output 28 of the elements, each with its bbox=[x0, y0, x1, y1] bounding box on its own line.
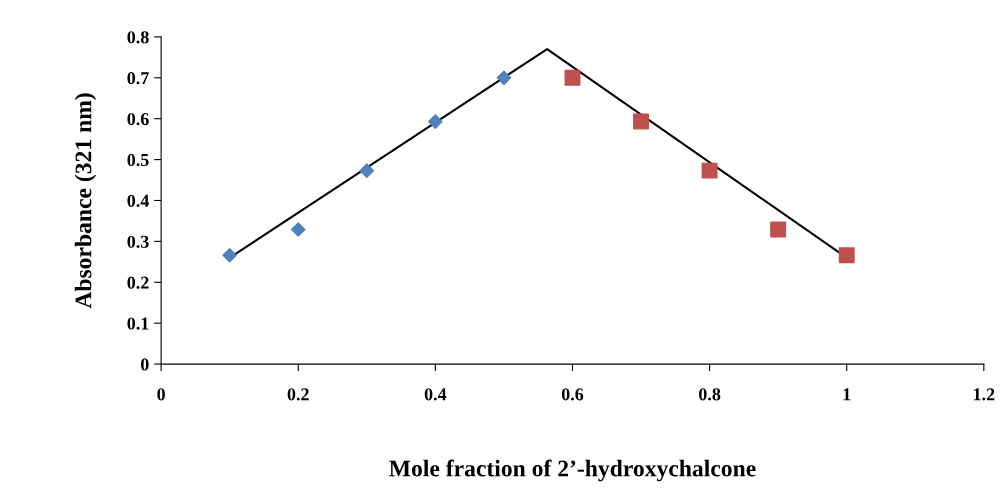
y-tick-label: 0.6 bbox=[127, 112, 149, 126]
point bbox=[222, 248, 237, 263]
y-tick-label: 0.1 bbox=[127, 317, 149, 330]
point bbox=[770, 221, 787, 238]
y-tick-label: 0 bbox=[140, 358, 149, 371]
point bbox=[633, 113, 650, 130]
point bbox=[496, 70, 512, 86]
x-tick-label: 0.6 bbox=[561, 388, 584, 401]
y-tick-label: 0.2 bbox=[127, 276, 149, 289]
x-tick-label: 0.4 bbox=[424, 388, 447, 401]
x-tick-label: 0.2 bbox=[287, 388, 309, 401]
point bbox=[359, 163, 375, 178]
point bbox=[701, 162, 718, 179]
y-tick-label: 0.3 bbox=[127, 235, 149, 248]
x-tick-label: 0 bbox=[157, 388, 165, 401]
y-tick-label: 0.4 bbox=[127, 194, 149, 208]
point bbox=[290, 222, 306, 237]
point bbox=[564, 69, 581, 86]
y-tick-label: 0.5 bbox=[127, 153, 149, 167]
x-tick-label: 0.8 bbox=[699, 388, 721, 401]
y-tick-label: 0.7 bbox=[127, 72, 149, 85]
y-tick-label: 0.8 bbox=[127, 31, 149, 44]
point bbox=[838, 247, 855, 264]
x-tick-label: 1 bbox=[843, 388, 851, 401]
y-axis-title: Absorbance (321 nm) bbox=[74, 93, 97, 309]
x-tick-label: 1.2 bbox=[974, 388, 995, 401]
point bbox=[428, 114, 443, 129]
x-axis-title: Mole fraction of 2’-hydroxychalcone bbox=[389, 459, 756, 482]
